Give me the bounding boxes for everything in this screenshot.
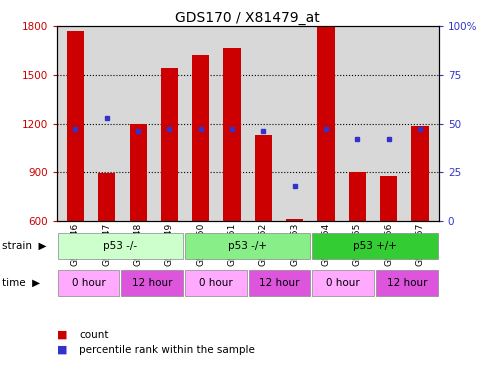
Bar <box>223 48 241 221</box>
Text: 12 hour: 12 hour <box>387 278 427 288</box>
Bar <box>349 172 366 221</box>
Text: p53 -/-: p53 -/- <box>104 241 138 251</box>
Text: strain  ▶: strain ▶ <box>2 241 47 251</box>
Text: 0 hour: 0 hour <box>199 278 233 288</box>
Bar <box>67 30 84 221</box>
Text: ■: ■ <box>57 330 67 340</box>
Bar <box>317 27 335 221</box>
Bar <box>185 233 311 259</box>
Text: 0 hour: 0 hour <box>71 278 106 288</box>
Bar <box>130 123 147 221</box>
Text: 12 hour: 12 hour <box>132 278 173 288</box>
Bar <box>248 270 311 296</box>
Text: count: count <box>79 330 108 340</box>
Text: ■: ■ <box>57 344 67 355</box>
Bar <box>313 233 438 259</box>
Text: 0 hour: 0 hour <box>326 278 360 288</box>
Bar <box>58 233 183 259</box>
Text: time  ▶: time ▶ <box>2 278 40 288</box>
Bar <box>376 270 438 296</box>
Text: 12 hour: 12 hour <box>259 278 300 288</box>
Bar <box>255 135 272 221</box>
Bar <box>411 126 428 221</box>
Bar <box>161 68 178 221</box>
Text: percentile rank within the sample: percentile rank within the sample <box>79 344 255 355</box>
Title: GDS170 / X81479_at: GDS170 / X81479_at <box>176 11 320 25</box>
Text: p53 -/+: p53 -/+ <box>228 241 267 251</box>
Bar <box>380 176 397 221</box>
Bar <box>286 219 303 221</box>
Bar <box>185 270 247 296</box>
Text: p53 +/+: p53 +/+ <box>353 241 397 251</box>
Bar <box>98 173 115 221</box>
Bar <box>192 55 210 221</box>
Bar <box>121 270 183 296</box>
Bar <box>313 270 374 296</box>
Bar <box>58 270 119 296</box>
